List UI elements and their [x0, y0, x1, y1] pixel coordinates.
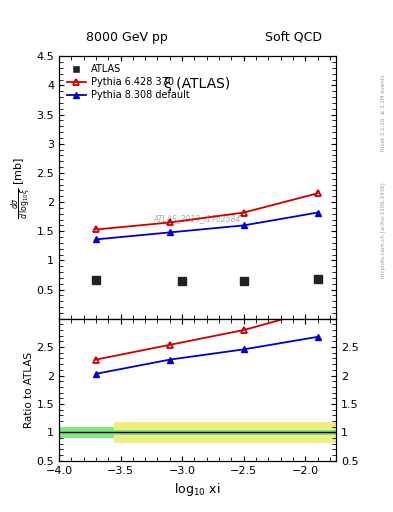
Y-axis label: Ratio to ATLAS: Ratio to ATLAS	[24, 352, 33, 428]
Text: Soft QCD: Soft QCD	[265, 31, 322, 44]
Text: ATLAS_2019_I1762584: ATLAS_2019_I1762584	[154, 215, 241, 223]
Text: Rivet 3.1.10, ≥ 3.1M events: Rivet 3.1.10, ≥ 3.1M events	[381, 74, 386, 151]
X-axis label: $\mathrm{log}_{10}\ \mathrm{xi}$: $\mathrm{log}_{10}\ \mathrm{xi}$	[174, 481, 221, 498]
Y-axis label: $\frac{d\sigma}{d\,\mathrm{log}_{10}\xi}$ [mb]: $\frac{d\sigma}{d\,\mathrm{log}_{10}\xi}…	[9, 156, 33, 219]
Legend: ATLAS, Pythia 6.428 370, Pythia 8.308 default: ATLAS, Pythia 6.428 370, Pythia 8.308 de…	[64, 61, 193, 103]
Text: 8000 GeV pp: 8000 GeV pp	[86, 31, 168, 44]
Text: ξ (ATLAS): ξ (ATLAS)	[164, 77, 231, 91]
Text: mcplots.cern.ch [arXiv:1306.3436]: mcplots.cern.ch [arXiv:1306.3436]	[381, 183, 386, 278]
